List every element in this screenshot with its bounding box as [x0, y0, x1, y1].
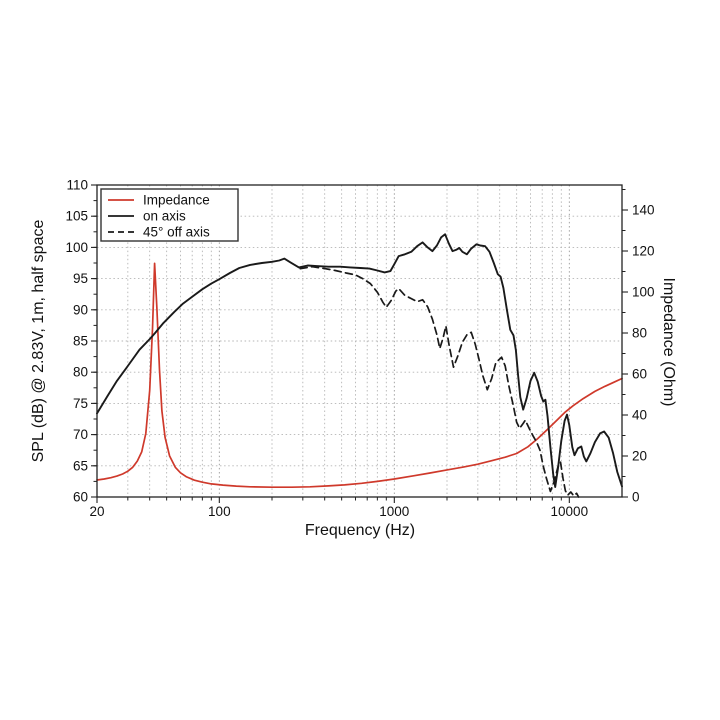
legend-label-on-axis: on axis [143, 209, 186, 224]
on-axis-curve [96, 233, 623, 488]
45-off-axis-curve [299, 265, 580, 498]
legend-label-impedance: Impedance [143, 193, 210, 208]
y-left-tick-label: 60 [73, 490, 88, 505]
y-axis-label-left: SPL (dB) @ 2.83V, 1m, half space [30, 219, 47, 463]
x-tick-label: 1000 [379, 504, 409, 519]
legend-label-45-off-axis: 45° off axis [143, 225, 210, 240]
y-left-tick-label: 80 [73, 365, 88, 380]
y-right-tick-label: 140 [632, 203, 655, 218]
y-right-tick-label: 0 [632, 490, 640, 505]
y-left-tick-label: 105 [65, 209, 88, 224]
y-left-tick-label: 90 [73, 302, 88, 317]
y-left-tick-label: 65 [73, 458, 88, 473]
y-right-tick-label: 80 [632, 326, 647, 341]
y-left-tick-label: 75 [73, 396, 88, 411]
y-right-tick-label: 120 [632, 244, 655, 259]
y-right-tick-label: 100 [632, 285, 655, 300]
y-left-tick-label: 100 [65, 240, 88, 255]
y-right-tick-label: 60 [632, 367, 647, 382]
x-tick-label: 100 [208, 504, 231, 519]
y-left-tick-label: 85 [73, 334, 88, 349]
y-left-tick-label: 70 [73, 427, 88, 442]
x-tick-label: 20 [89, 504, 104, 519]
y-axis-label-right: Impedance (Ohm) [660, 277, 677, 407]
y-right-tick-label: 20 [632, 449, 647, 464]
y-left-tick-label: 95 [73, 271, 88, 286]
x-tick-label: 10000 [551, 504, 589, 519]
y-right-tick-label: 40 [632, 408, 647, 423]
impedance-curve [96, 262, 623, 489]
y-left-tick-label: 110 [66, 178, 88, 193]
x-axis-label: Frequency (Hz) [304, 522, 416, 539]
